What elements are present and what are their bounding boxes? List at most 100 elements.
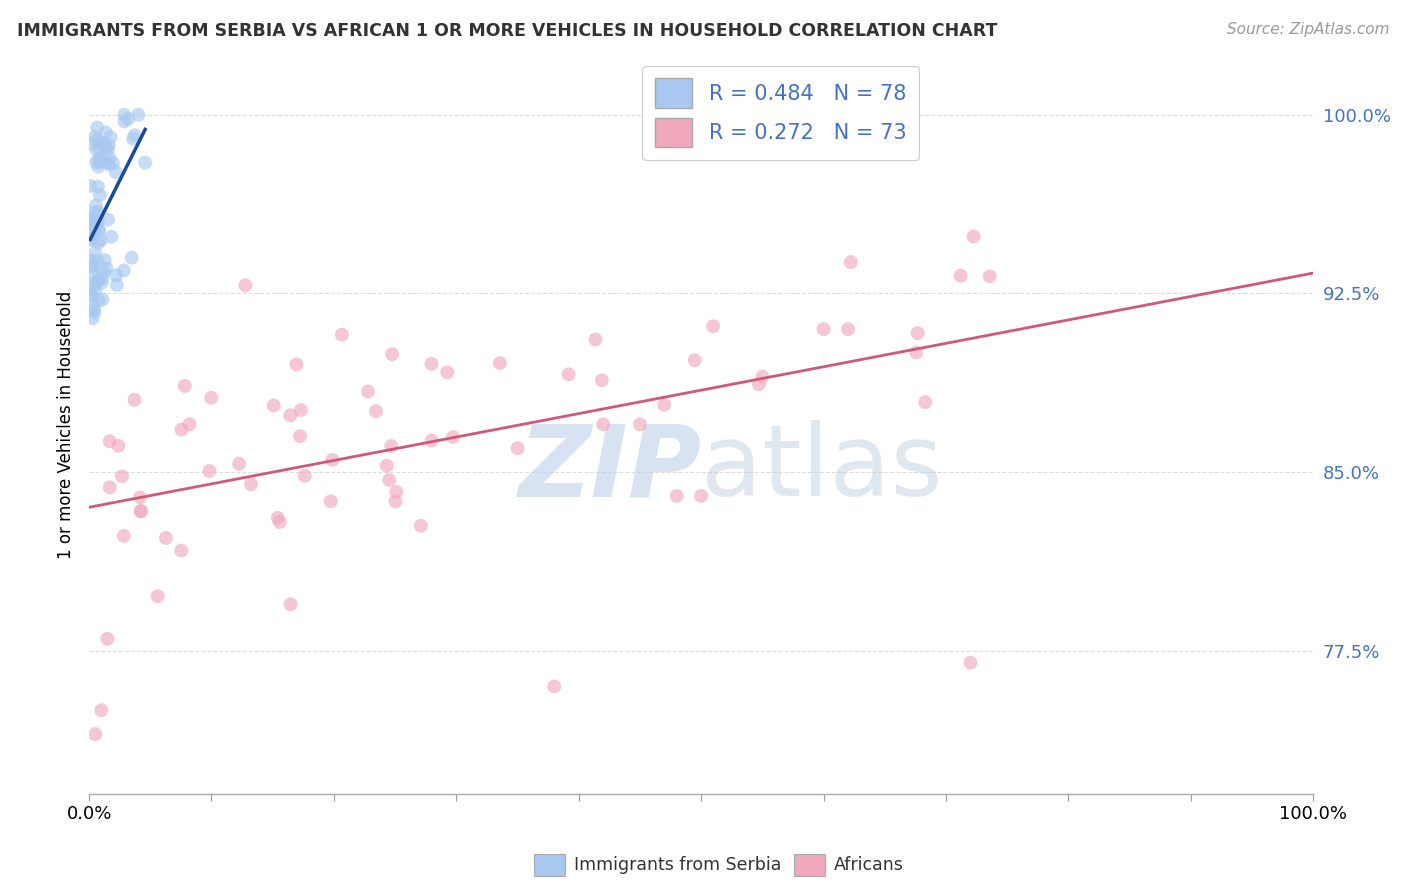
Point	[96, 155, 118, 169]
Text: Source: ZipAtlas.com: Source: ZipAtlas.com	[1226, 22, 1389, 37]
Point	[96, 261, 118, 276]
Point	[87, 222, 110, 236]
Point	[357, 384, 380, 399]
Point	[198, 464, 221, 478]
Point	[80, 288, 103, 302]
Point	[690, 489, 713, 503]
Point	[80, 285, 103, 300]
Point	[702, 319, 724, 334]
Point	[82, 311, 104, 326]
Point	[979, 269, 1001, 284]
Point	[89, 152, 111, 166]
Point	[228, 457, 250, 471]
Point	[84, 727, 107, 741]
Point	[839, 255, 862, 269]
Point	[94, 140, 117, 154]
Point	[87, 204, 110, 219]
Point	[364, 404, 387, 418]
Point	[87, 214, 110, 228]
Point	[89, 141, 111, 155]
Point	[84, 205, 107, 219]
Point	[104, 165, 127, 179]
Point	[101, 156, 124, 170]
Y-axis label: 1 or more Vehicles in Household: 1 or more Vehicles in Household	[58, 290, 75, 558]
Point	[89, 155, 111, 169]
Point	[267, 510, 290, 524]
Text: atlas: atlas	[702, 420, 943, 517]
Point	[112, 263, 135, 277]
Point	[170, 543, 193, 558]
Point	[122, 132, 145, 146]
Point	[79, 231, 101, 245]
Point	[652, 398, 675, 412]
Point	[98, 480, 121, 494]
Point	[146, 590, 169, 604]
Point	[79, 178, 101, 193]
Point	[79, 253, 101, 268]
Point	[179, 417, 201, 432]
Point	[409, 518, 432, 533]
Point	[80, 211, 103, 226]
Point	[94, 253, 117, 268]
Point	[290, 403, 312, 417]
Point	[87, 160, 110, 174]
Point	[129, 504, 152, 518]
Point	[285, 358, 308, 372]
Point	[105, 277, 128, 292]
Point	[907, 326, 929, 341]
Point	[319, 494, 342, 508]
Point	[83, 278, 105, 293]
Point	[269, 515, 291, 529]
Point	[90, 276, 112, 290]
Point	[420, 357, 443, 371]
Point	[96, 632, 118, 646]
Point	[82, 258, 104, 272]
Point	[97, 212, 120, 227]
Point	[84, 198, 107, 212]
Point	[127, 108, 149, 122]
Point	[93, 265, 115, 279]
Point	[98, 151, 121, 165]
Point	[94, 138, 117, 153]
Point	[380, 439, 402, 453]
Point	[506, 442, 529, 456]
Point	[79, 211, 101, 225]
Point	[83, 267, 105, 281]
Point	[173, 379, 195, 393]
Point	[117, 112, 139, 126]
Point	[112, 108, 135, 122]
Point	[83, 305, 105, 319]
Point	[90, 703, 112, 717]
Point	[83, 130, 105, 145]
Point	[86, 133, 108, 147]
Point	[557, 368, 579, 382]
Point	[84, 155, 107, 169]
Point	[124, 392, 146, 407]
Point	[87, 293, 110, 308]
Point	[112, 529, 135, 543]
Text: ZIP: ZIP	[519, 420, 702, 517]
Point	[97, 157, 120, 171]
Point	[86, 253, 108, 268]
Point	[384, 494, 406, 508]
Text: Immigrants from Serbia: Immigrants from Serbia	[574, 856, 780, 874]
Point	[112, 114, 135, 128]
Point	[82, 299, 104, 313]
Point	[375, 458, 398, 473]
Point	[89, 188, 111, 202]
Point	[321, 452, 343, 467]
Point	[97, 143, 120, 157]
Point	[280, 598, 302, 612]
Point	[97, 138, 120, 153]
Point	[235, 278, 257, 293]
Point	[628, 417, 651, 432]
Point	[240, 477, 263, 491]
Point	[107, 439, 129, 453]
Point	[263, 399, 285, 413]
Point	[280, 409, 302, 423]
Point	[100, 130, 122, 145]
Point	[959, 656, 981, 670]
Point	[83, 302, 105, 317]
Point	[79, 277, 101, 292]
Point	[420, 434, 443, 448]
